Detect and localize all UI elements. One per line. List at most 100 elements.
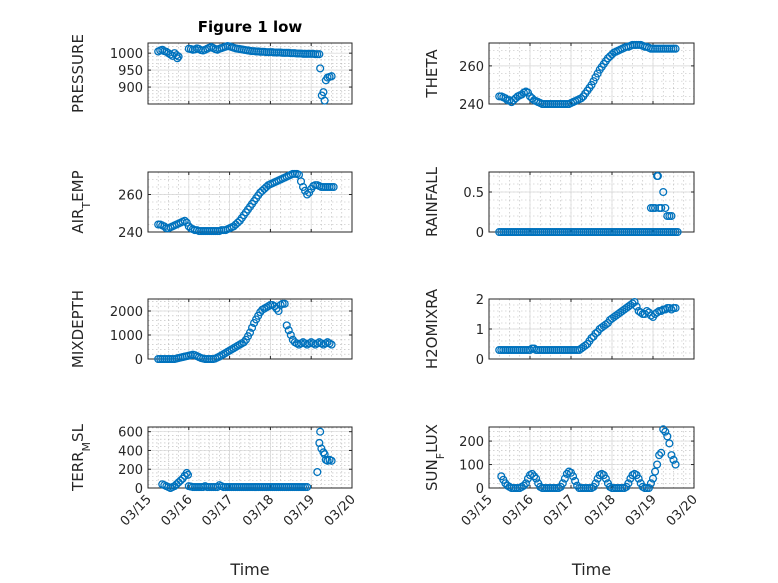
y-tick-label: 1 [476,323,484,338]
series-points [154,169,338,236]
data-point [577,94,586,103]
data-point [319,88,328,97]
y-tick-label: 2000 [110,305,143,320]
axes-frame [147,426,353,489]
data-point [532,474,541,483]
y-axis-label: RAINFALL [423,166,441,237]
x-tick-label: 03/16 [500,492,537,529]
data-point [601,474,610,483]
y-axis-label: AIRTEMP [69,170,93,233]
y-tick-label: 0 [476,353,484,368]
data-point [630,297,639,307]
y-axis-label: SUNFLUX [423,424,447,491]
y-tick-label: 600 [118,426,143,441]
data-point [665,439,674,448]
data-point [174,52,183,61]
data-point [173,54,182,63]
data-point [303,190,312,199]
axes-background [489,172,694,232]
chart-title: Figure 1 low [198,18,303,36]
y-tick-label: 260 [459,60,484,75]
y-tick-label: 240 [459,98,484,113]
data-point [327,72,336,81]
data-point [634,474,643,483]
series-points [158,427,336,492]
data-point [632,302,641,311]
y-tick-label: 0.5 [463,186,484,201]
axes-frame [147,298,353,360]
axes-background [489,427,694,488]
data-point [657,203,666,213]
data-point [313,467,322,477]
data-point [671,44,680,53]
y-axis-label: MIXDEPTH [69,290,87,368]
data-point [247,323,257,332]
data-point [303,483,312,492]
data-point [183,470,193,479]
x-tick-label: 03/19 [623,492,660,529]
x-tick-label: 03/16 [159,492,196,529]
data-point [284,326,293,335]
data-point [671,303,680,313]
data-point [663,432,672,441]
axes-frame [147,171,353,233]
data-point [671,460,680,469]
data-point [180,216,189,225]
subplot-2: 240 260 THETA [423,40,695,113]
data-point [501,94,510,103]
axes-frame [147,42,353,105]
data-point [213,483,222,492]
series-points [495,297,680,355]
data-point [673,227,682,236]
data-point [320,96,329,105]
data-point [591,329,600,338]
axes-frame [488,426,695,489]
data-point [646,479,655,488]
data-point [667,305,676,314]
data-point [158,45,167,54]
data-point [667,451,676,460]
y-tick-label: 1000 [110,329,143,344]
subplot-5: 0 1000 2000 MIXDEPTH [69,290,353,368]
data-point [280,299,289,308]
data-point [653,171,662,181]
x-tick-label: 03/17 [541,492,578,529]
data-point [659,187,668,197]
series-points [154,41,336,105]
data-point [655,451,664,460]
axes-frame [488,171,695,233]
y-axis-label: TERRMSL [69,423,93,492]
data-point [591,479,600,488]
y-tick-label: 400 [118,444,143,459]
data-point [659,425,668,434]
x-axis-label: Time [229,560,269,579]
data-point [521,479,530,488]
data-point [581,341,590,350]
y-tick-label: 100 [459,459,484,474]
series-points [154,299,336,363]
y-tick-label: 200 [118,463,143,478]
data-point [176,476,185,485]
x-axis-label: Time [571,560,611,579]
x-tick-label: 03/18 [240,492,277,529]
subplot-7: 0 200 400 600 03/15 03/16 03/17 03/18 03/19 03/20… [69,423,359,579]
data-point [667,211,676,221]
x-tick-label: 03/17 [199,492,236,529]
data-point [558,479,567,488]
data-point [560,474,569,483]
data-point [316,427,325,436]
y-axis-label: THETA [423,49,441,99]
y-tick-label: 240 [118,226,143,241]
data-point [657,448,666,457]
subplot-4: 0 0.5 RAINFALL [423,166,695,241]
y-axis-label: H2OMIXRA [423,288,441,369]
data-point [315,50,324,59]
y-tick-label: 1000 [110,47,143,62]
data-point [646,311,655,320]
data-point [327,456,336,465]
subplot-3: 240 260 AIRTEMP [69,169,353,241]
x-tick-label: 03/20 [322,492,359,529]
series-points [497,425,680,492]
y-tick-label: 2 [476,293,484,308]
